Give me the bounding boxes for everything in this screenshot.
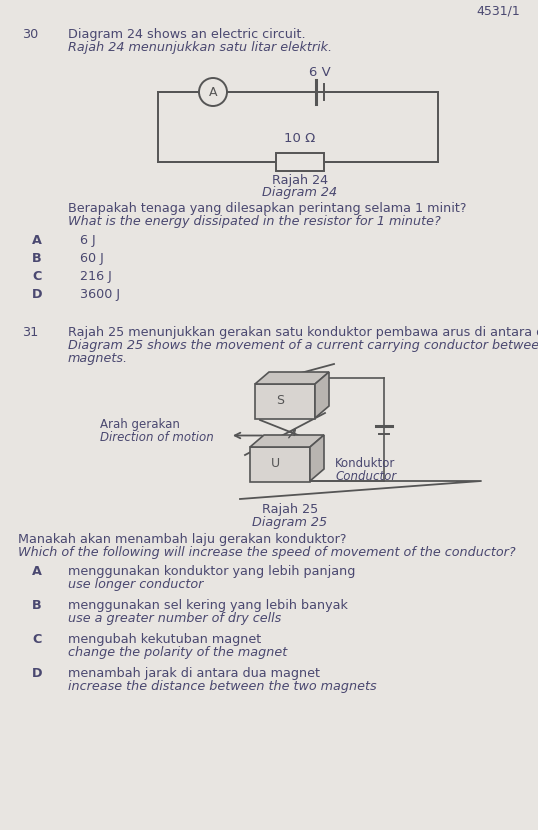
Text: 216 J: 216 J [80,270,112,283]
Text: Rajah 24 menunjukkan satu litar elektrik.: Rajah 24 menunjukkan satu litar elektrik… [68,41,332,54]
Text: S: S [276,394,284,407]
Circle shape [199,78,227,106]
Bar [255,384,315,419]
Text: 10 Ω: 10 Ω [285,132,316,145]
Polygon shape [315,372,329,418]
Text: Diagram 24: Diagram 24 [263,186,337,199]
Text: mengubah kekutuban magnet: mengubah kekutuban magnet [68,633,261,646]
Text: 31: 31 [22,326,38,339]
Text: U: U [271,457,280,470]
Text: Arah gerakan: Arah gerakan [100,417,180,431]
Text: Manakah akan menambah laju gerakan konduktor?: Manakah akan menambah laju gerakan kondu… [18,533,346,546]
Text: 60 J: 60 J [80,252,104,265]
Text: Rajah 25 menunjukkan gerakan satu konduktor pembawa arus di antara dua magnet.: Rajah 25 menunjukkan gerakan satu konduk… [68,326,538,339]
Text: 6 V: 6 V [309,66,331,79]
Text: menggunakan sel kering yang lebih banyak: menggunakan sel kering yang lebih banyak [68,599,348,612]
Text: 3600 J: 3600 J [80,288,120,301]
Text: change the polarity of the magnet: change the polarity of the magnet [68,646,287,659]
Text: menggunakan konduktor yang lebih panjang: menggunakan konduktor yang lebih panjang [68,565,356,578]
Text: Direction of motion: Direction of motion [100,431,214,443]
Text: A: A [209,85,217,99]
Text: C: C [32,270,41,283]
Text: 6 J: 6 J [80,234,96,247]
Text: B: B [32,252,41,265]
Text: Diagram 24 shows an electric circuit.: Diagram 24 shows an electric circuit. [68,28,306,41]
Text: B: B [32,599,41,612]
Bar [250,447,310,482]
Polygon shape [310,435,324,481]
Text: 4531/1: 4531/1 [476,5,520,18]
Text: use longer conductor: use longer conductor [68,578,203,591]
Text: A: A [32,565,42,578]
Text: What is the energy dissipated in the resistor for 1 minute?: What is the energy dissipated in the res… [68,215,441,228]
Text: Berapakah tenaga yang dilesapkan perintang selama 1 minit?: Berapakah tenaga yang dilesapkan perinta… [68,202,466,215]
Text: menambah jarak di antara dua magnet: menambah jarak di antara dua magnet [68,667,320,680]
Text: 30: 30 [22,28,38,41]
Text: Conductor: Conductor [335,470,397,483]
Polygon shape [255,372,329,384]
Text: increase the distance between the two magnets: increase the distance between the two ma… [68,680,377,693]
Text: C: C [32,633,41,646]
Text: Which of the following will increase the speed of movement of the conductor?: Which of the following will increase the… [18,546,515,559]
Text: use a greater number of dry cells: use a greater number of dry cells [68,612,281,625]
Text: Rajah 24: Rajah 24 [272,174,328,187]
Text: D: D [32,288,43,301]
Text: Diagram 25 shows the movement of a current carrying conductor between two: Diagram 25 shows the movement of a curre… [68,339,538,352]
Bar [276,153,324,171]
Text: magnets.: magnets. [68,352,128,365]
Text: Konduktor: Konduktor [335,457,395,470]
Text: Diagram 25: Diagram 25 [252,516,328,529]
Polygon shape [250,435,324,447]
Text: D: D [32,667,43,680]
Text: A: A [32,234,42,247]
Text: Rajah 25: Rajah 25 [262,503,318,516]
